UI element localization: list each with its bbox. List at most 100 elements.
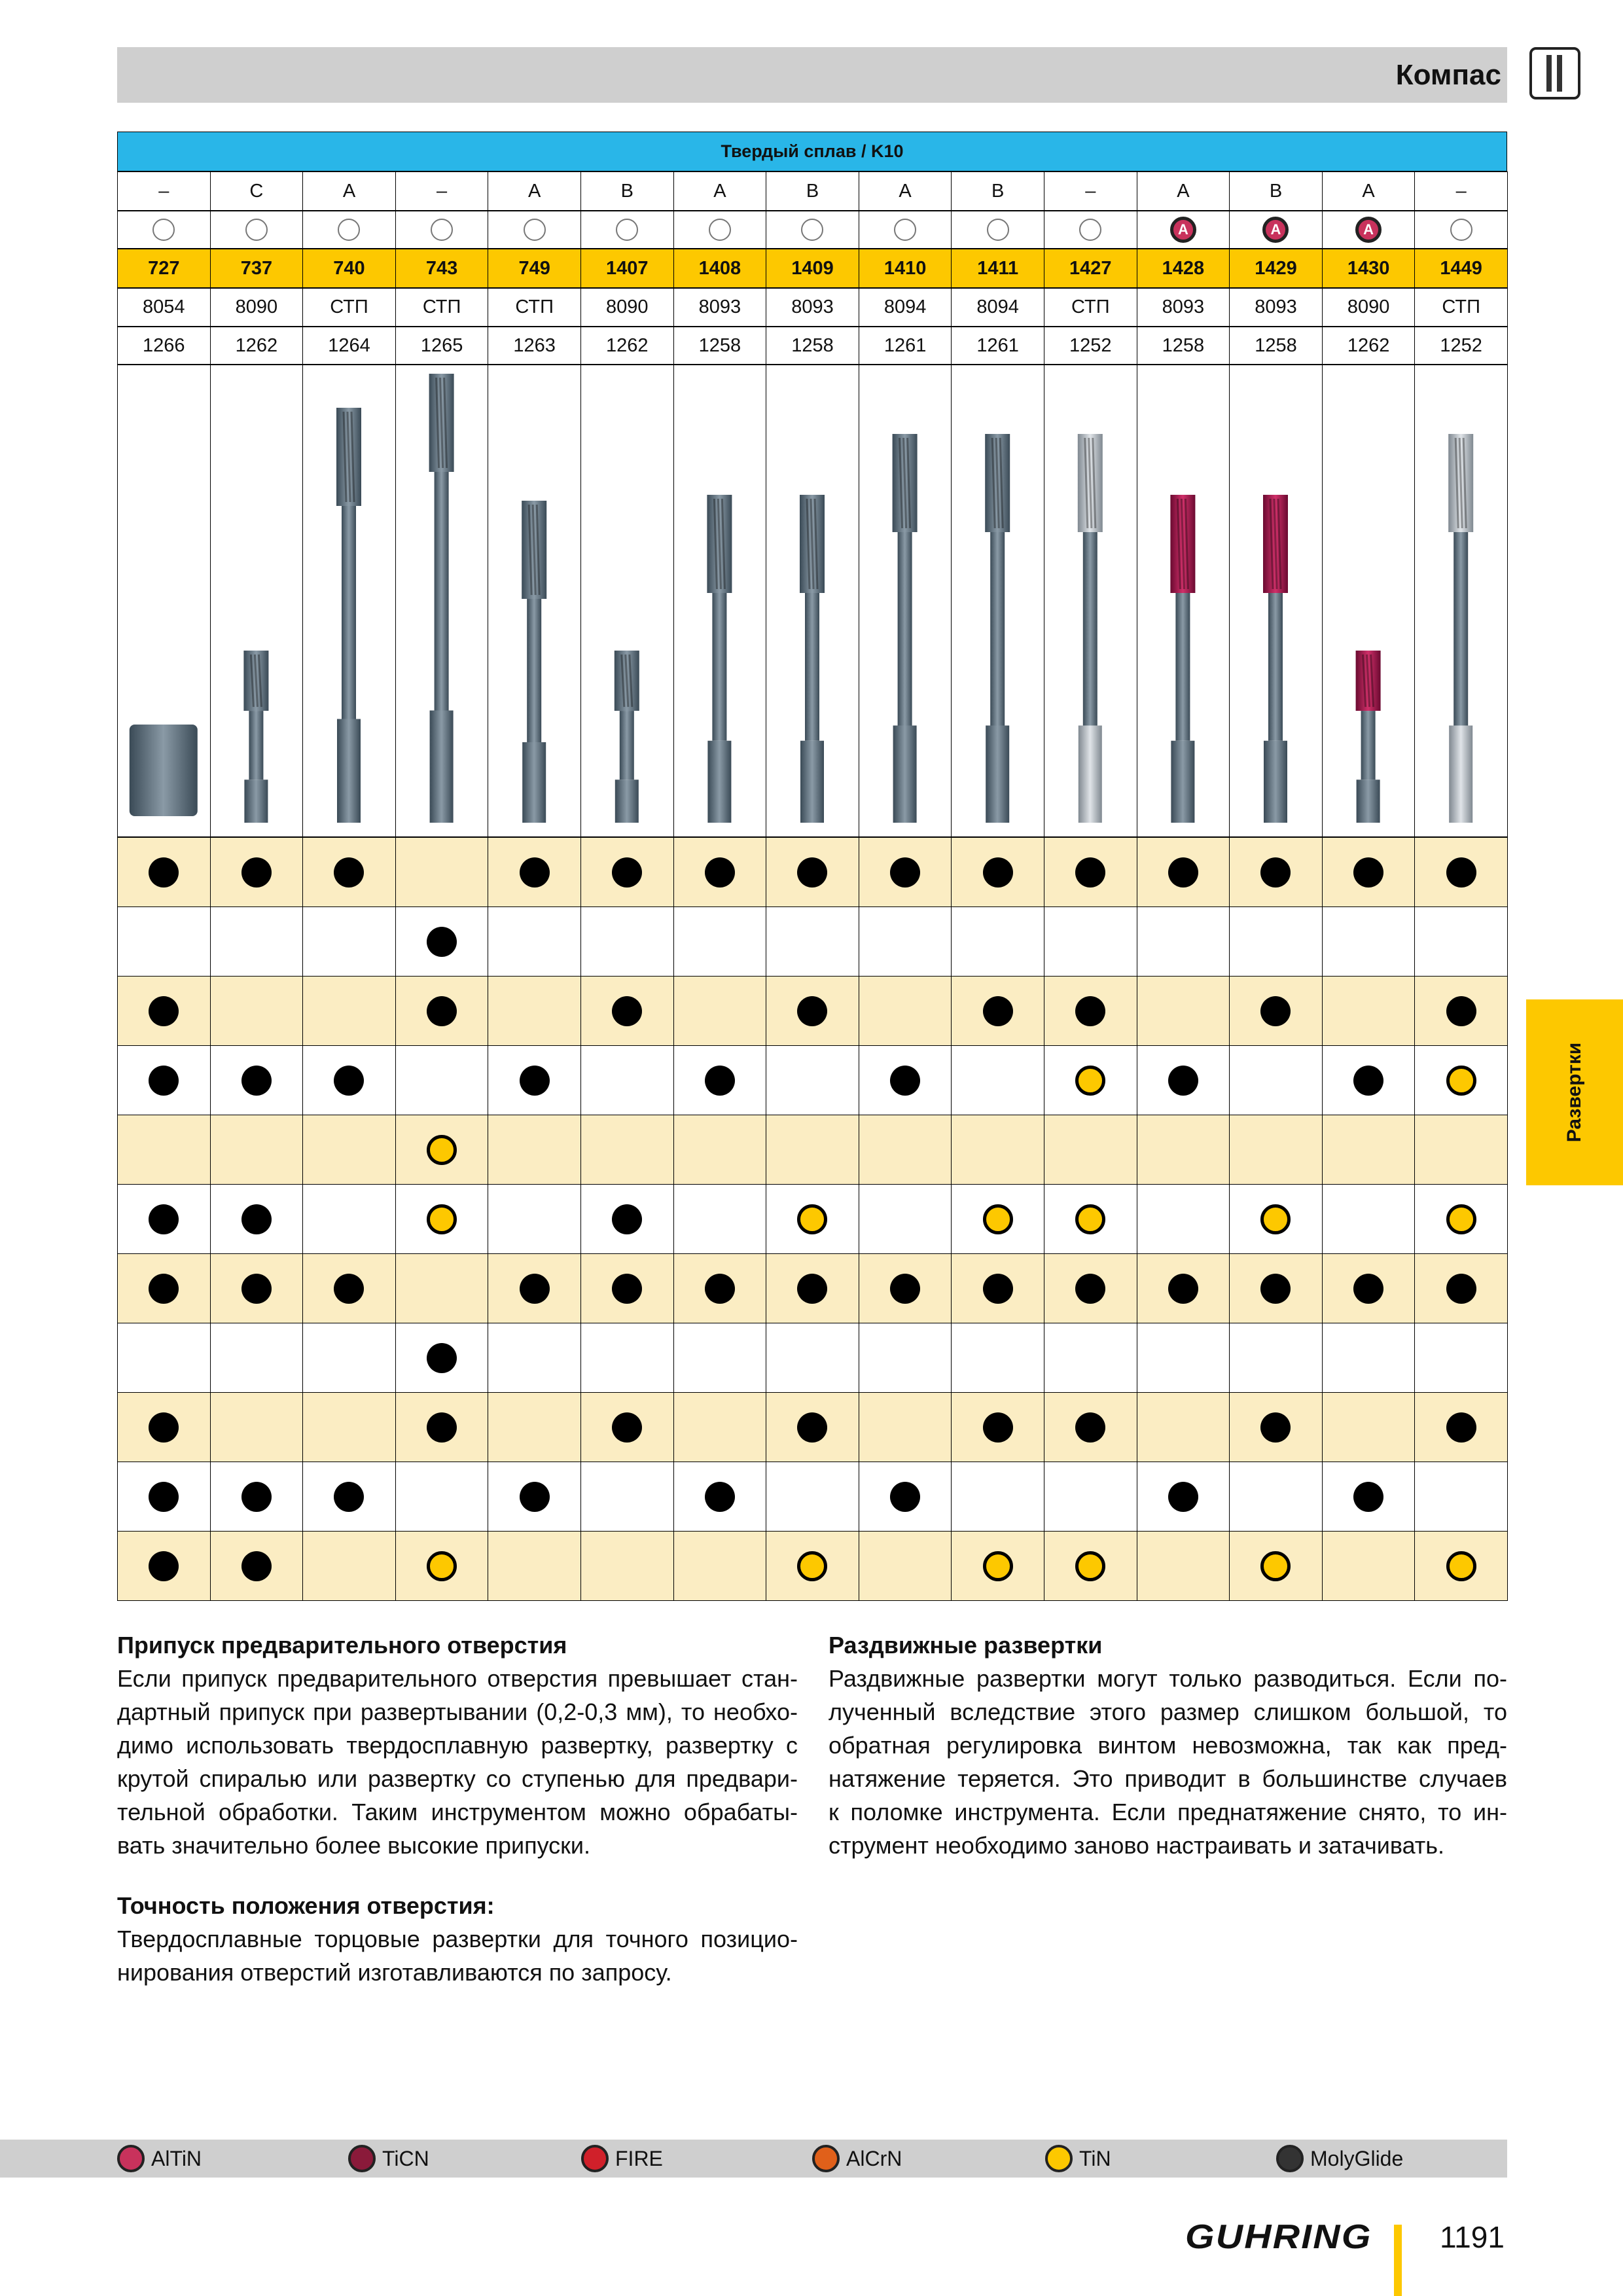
matrix-cell <box>209 1462 304 1532</box>
dot <box>1260 1273 1291 1304</box>
coatings-cell <box>673 211 767 249</box>
dot <box>1446 1551 1476 1581</box>
tool-head <box>1355 651 1381 711</box>
logo: GUHRING <box>1185 2218 1372 2256</box>
matrix-cell <box>302 976 396 1046</box>
matrix-cell <box>395 1462 489 1532</box>
text-line: вать значительно более высокие припуски. <box>117 1832 591 1859</box>
empty-coating-circle <box>708 219 731 241</box>
empty-coating-circle <box>986 219 1009 241</box>
pages-cell: 1262 <box>580 327 674 365</box>
coatings-cell: A <box>1136 211 1230 249</box>
matrix-cell <box>209 1045 304 1115</box>
section-heading: Раздвижные развертки <box>829 1632 1103 1659</box>
matrix-cell <box>488 837 581 907</box>
section-heading: Точность положения отверстия: <box>117 1892 495 1919</box>
pages-cell: 1266 <box>117 327 211 365</box>
tool-shank <box>1264 740 1287 823</box>
dot <box>890 1273 921 1304</box>
coatings-cell <box>302 211 396 249</box>
tool-neck <box>527 599 542 742</box>
dot <box>1075 1551 1106 1581</box>
text-line: струмент необходимо заново настраивать и… <box>829 1832 1445 1859</box>
tool-flute <box>535 504 541 596</box>
dot <box>427 1342 457 1373</box>
icon-part <box>1546 55 1552 92</box>
coating-marker: A <box>1355 217 1382 243</box>
pages-cell: 1258 <box>673 327 767 365</box>
standards-cell: 8093 <box>1136 288 1230 327</box>
dot <box>241 1481 272 1512</box>
matrix-cell <box>395 1253 489 1323</box>
matrix-cell <box>766 1462 859 1532</box>
tool-shank <box>1449 725 1473 823</box>
matrix-cell <box>395 837 489 907</box>
articles-cell: 727 <box>117 249 211 288</box>
tool-shank <box>800 740 824 823</box>
tool-shank <box>429 710 454 823</box>
text-line: Раздвижные развертки могут только развод… <box>829 1665 1507 1692</box>
dot <box>1075 857 1106 888</box>
dot <box>1075 1065 1106 1096</box>
tool-flute <box>350 411 355 503</box>
matrix-cell <box>766 1115 859 1185</box>
legend-bar <box>0 2140 1507 2178</box>
dot <box>797 1204 828 1234</box>
matrix-cell <box>580 1253 674 1323</box>
tool-flute <box>906 437 912 529</box>
matrix-cell <box>1044 1323 1137 1393</box>
matrix-cell <box>951 1323 1044 1393</box>
matrix-cell <box>117 1184 211 1254</box>
matrix-cell <box>1136 1323 1230 1393</box>
matrix-cell <box>951 1115 1044 1185</box>
articles-cell: 1409 <box>766 249 859 288</box>
matrix-cell <box>209 1392 304 1462</box>
matrix-cell <box>858 837 952 907</box>
pages-cell: 1265 <box>395 327 489 365</box>
matrix-cell <box>1229 976 1323 1046</box>
standards-cell: 8094 <box>951 288 1044 327</box>
articles-cell: 1410 <box>858 249 952 288</box>
text-line: лученный вследствие этого размер слишком… <box>829 1698 1507 1725</box>
tool-flute <box>620 654 626 708</box>
matrix-cell <box>1136 1253 1230 1323</box>
matrix-cell <box>673 1323 767 1393</box>
dot <box>427 1204 457 1234</box>
matrix-cell <box>1321 1462 1416 1532</box>
matrix-cell <box>766 1531 859 1601</box>
pages-cell: 1264 <box>302 327 396 365</box>
pages-cell: 1258 <box>1136 327 1230 365</box>
dot <box>1168 1481 1198 1512</box>
tool-flute <box>628 654 633 708</box>
tool-neck <box>619 711 634 780</box>
tool-neck <box>712 593 727 741</box>
tool-neck <box>805 593 819 741</box>
tool-flute <box>1458 437 1463 529</box>
matrix-cell <box>1321 1253 1416 1323</box>
matrix-cell <box>1321 906 1416 977</box>
matrix-cell <box>209 1184 304 1254</box>
matrix-cell <box>302 906 396 977</box>
groups-cell: A <box>1321 171 1416 211</box>
dot <box>982 996 1013 1026</box>
tool-head <box>800 495 825 593</box>
tool-flute <box>527 504 533 596</box>
page-number: 1191 <box>1440 2220 1505 2254</box>
matrix-cell <box>395 1531 489 1601</box>
matrix-cell <box>766 906 859 977</box>
groups-cell: B <box>1229 171 1323 211</box>
text-line: к поломке инструмента. Если преднатяжени… <box>829 1799 1507 1825</box>
matrix-cell <box>766 1392 859 1462</box>
dot <box>519 1273 550 1304</box>
tool-head <box>429 374 454 472</box>
matrix-cell <box>488 976 581 1046</box>
dot <box>427 1551 457 1581</box>
matrix-cell <box>395 1115 489 1185</box>
legend-label: AlCrN <box>846 2147 902 2170</box>
standards-cell: 8093 <box>673 288 767 327</box>
matrix-cell <box>673 1462 767 1532</box>
tool-shank <box>522 742 546 823</box>
legend-icon <box>1045 2145 1073 2172</box>
dot <box>427 996 457 1026</box>
pages-cell: 1261 <box>858 327 952 365</box>
